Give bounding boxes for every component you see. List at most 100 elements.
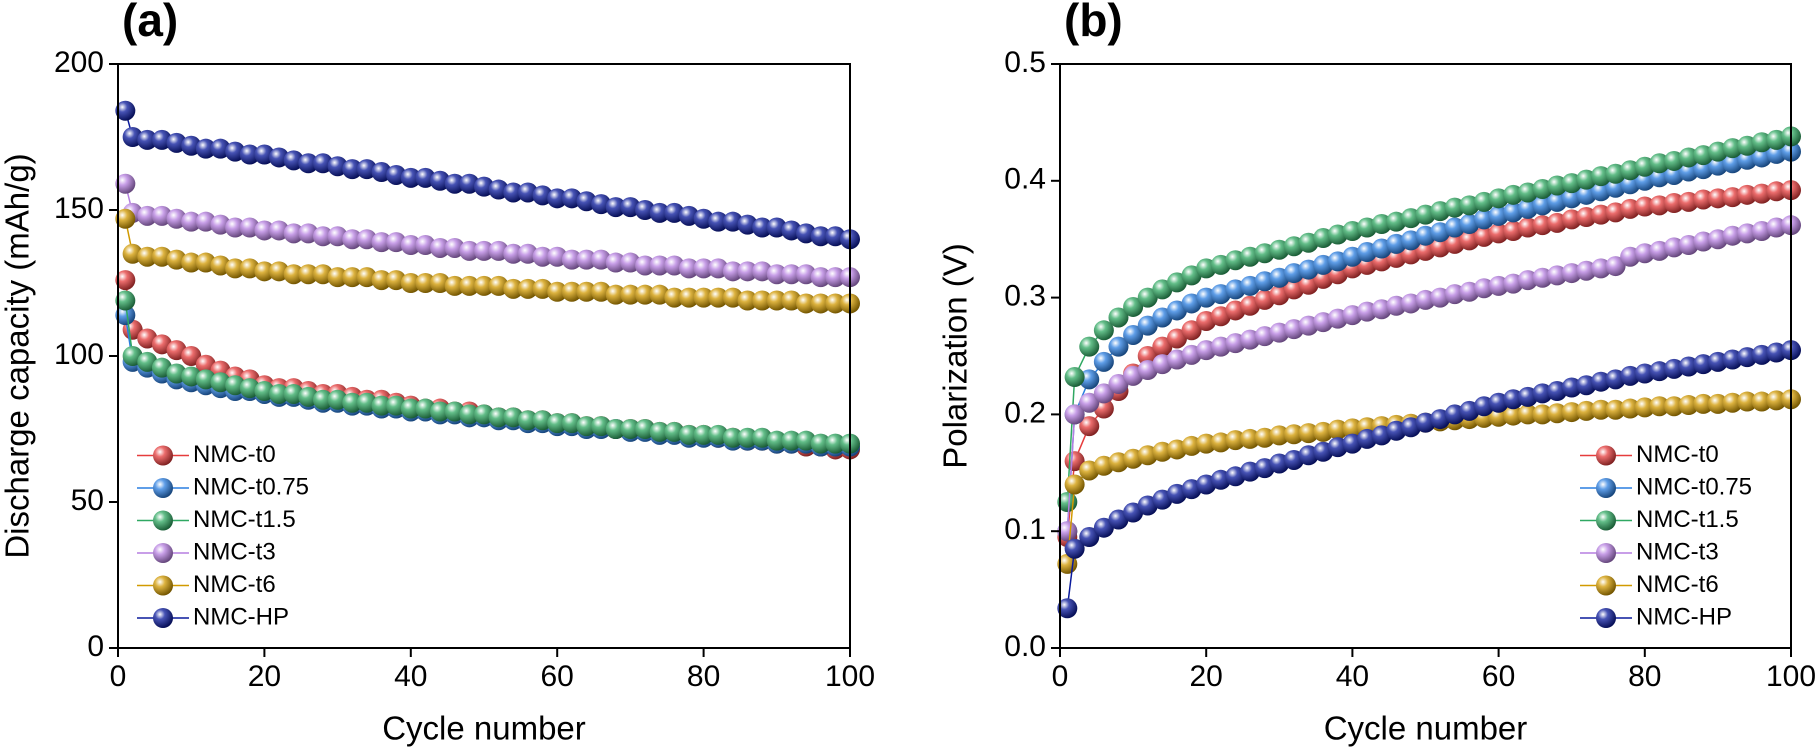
series (115, 100, 860, 250)
data-point (1108, 307, 1129, 328)
data-point (517, 278, 538, 299)
data-point (400, 235, 421, 256)
legend-label: NMC-t1.5 (193, 506, 296, 533)
legend-label: NMC-HP (1636, 603, 1732, 630)
data-point (1079, 392, 1100, 413)
x-tick-label: 60 (1482, 660, 1515, 693)
x-tick-label: 100 (825, 660, 875, 693)
data-point (115, 290, 136, 311)
data-point (1196, 433, 1217, 454)
series (115, 173, 860, 288)
data-point (283, 264, 304, 285)
data-point (693, 424, 714, 445)
x-tick-label: 40 (394, 660, 427, 693)
data-point (649, 202, 670, 223)
y-tick-label: 50 (71, 484, 104, 517)
data-point (269, 383, 290, 404)
x-axis-label: Cycle number (382, 710, 586, 747)
data-point (737, 427, 758, 448)
data-point (1064, 474, 1085, 495)
data-point (1283, 424, 1304, 445)
data-point (503, 243, 524, 264)
data-point (115, 270, 136, 291)
data-point (649, 255, 670, 276)
legend-marker (1596, 510, 1616, 531)
data-point (459, 275, 480, 296)
data-point (693, 287, 714, 308)
data-point (474, 240, 494, 261)
data-point (620, 419, 641, 439)
data-point (635, 284, 656, 305)
data-point (825, 267, 846, 288)
data-point (342, 267, 363, 288)
data-point (1605, 399, 1626, 420)
data-point (1225, 430, 1246, 451)
data-point (298, 264, 319, 285)
data-point (1517, 404, 1538, 425)
data-point (1181, 320, 1202, 341)
series (115, 290, 860, 454)
data-point (1064, 404, 1085, 425)
data-point (1137, 315, 1158, 336)
data-point (444, 275, 465, 296)
data-point (1722, 392, 1743, 413)
legend-marker (1596, 445, 1616, 466)
data-point (312, 389, 333, 410)
data-point (1093, 383, 1114, 404)
legend-marker (153, 575, 173, 596)
legend-item: NMC-t6 (1580, 571, 1719, 598)
data-point (649, 421, 670, 442)
data-point (796, 293, 817, 314)
legend-marker (1596, 575, 1616, 596)
data-point (1737, 184, 1758, 205)
data-point (1269, 425, 1290, 446)
data-point (1678, 395, 1699, 416)
data-point (1093, 351, 1114, 372)
y-tick-label: 0.2 (1004, 396, 1046, 429)
legend-item: NMC-t0 (1580, 441, 1719, 468)
data-point (1576, 400, 1597, 421)
data-point (1503, 405, 1524, 426)
y-tick-label: 0.4 (1004, 163, 1046, 196)
series (1057, 141, 1801, 542)
x-axis-label: Cycle number (1324, 710, 1528, 747)
data-point (1664, 192, 1685, 213)
y-tick-label: 200 (54, 46, 104, 79)
y-tick-label: 0.1 (1004, 513, 1046, 546)
x-tick-label: 20 (248, 660, 281, 693)
data-point (1342, 418, 1363, 439)
legend-label: NMC-t3 (1636, 538, 1719, 565)
data-point (225, 258, 246, 279)
legend-marker (1596, 543, 1616, 563)
data-point (752, 290, 773, 311)
data-point (1064, 538, 1085, 559)
legend-item: NMC-t0.75 (1580, 473, 1752, 500)
data-point (605, 252, 626, 273)
data-point (605, 284, 626, 305)
data-point (825, 433, 846, 454)
x-tick-label: 60 (541, 660, 574, 693)
data-point (766, 264, 787, 285)
data-point (400, 167, 421, 188)
data-point (547, 188, 568, 209)
legend-marker (153, 510, 173, 531)
data-point (605, 419, 626, 439)
data-point (1108, 336, 1129, 357)
data-point (605, 197, 626, 218)
data-point (1123, 324, 1144, 345)
y-tick-label: 0.0 (1004, 630, 1046, 663)
legend-marker (153, 478, 173, 498)
data-point (1057, 598, 1078, 619)
data-point (371, 232, 392, 253)
data-point (1532, 404, 1553, 425)
legend-label: NMC-t0.75 (1636, 473, 1752, 500)
data-point (635, 255, 656, 276)
data-point (517, 410, 538, 431)
data-point (1079, 527, 1100, 548)
data-point (678, 258, 699, 279)
legend-marker (1596, 608, 1616, 628)
data-point (576, 281, 597, 302)
legend-label: NMC-HP (193, 603, 289, 630)
data-point (400, 398, 421, 419)
